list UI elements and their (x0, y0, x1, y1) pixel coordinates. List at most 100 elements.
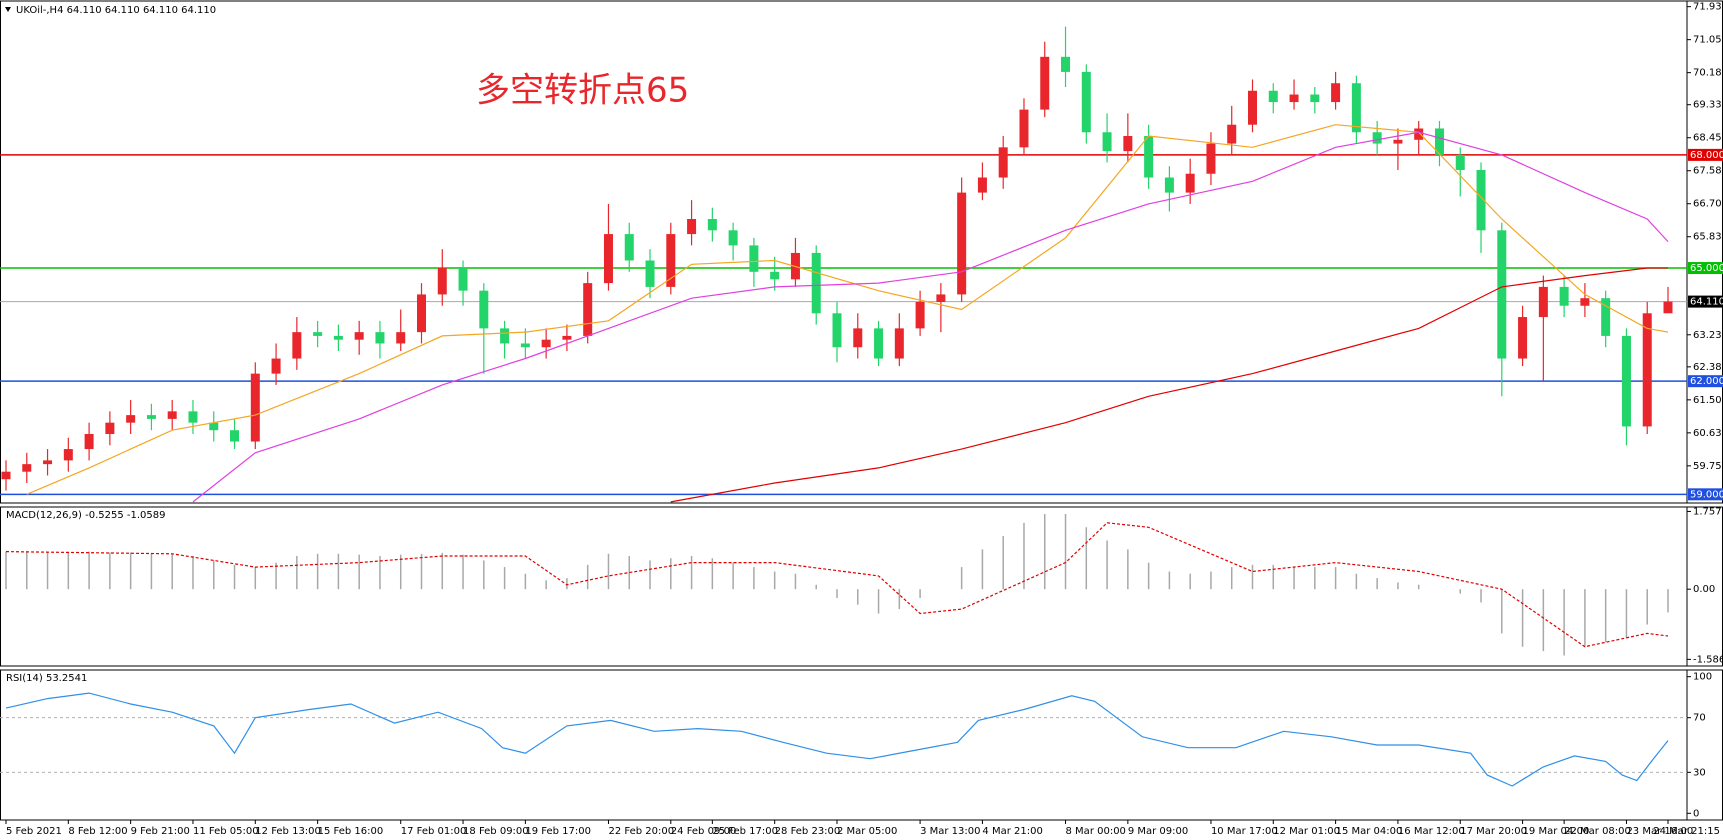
x-tick-label: 16 Mar 12:00 (1398, 826, 1465, 837)
x-tick-label: 15 Feb 16:00 (318, 826, 384, 837)
level-label: 68.000 (1690, 150, 1723, 161)
candle-body (1061, 56, 1071, 72)
y-tick-label: 63.230 (1693, 330, 1723, 341)
candle-body (43, 460, 53, 465)
candle-body (1081, 71, 1091, 133)
candle-body (1497, 230, 1507, 359)
candle-body (1123, 136, 1133, 152)
rsi-line (5, 692, 1669, 787)
panel-title: UKOil-,H4 64.110 64.110 64.110 64.110 (16, 5, 216, 16)
candle-body (1206, 143, 1216, 174)
x-tick-label: 3 Mar 13:00 (920, 826, 980, 837)
candle-body (728, 230, 738, 246)
x-tick-label: 17 Mar 20:00 (1460, 826, 1527, 837)
price-label-box (1688, 295, 1723, 308)
candle-body (333, 335, 343, 340)
candle-body (1518, 317, 1528, 359)
y-tick-label: 1.7579 (1693, 506, 1723, 517)
candle-body (583, 283, 593, 336)
candle-body (458, 268, 468, 291)
collapse-arrow (5, 7, 11, 12)
candle-body (832, 313, 842, 348)
candle-body (624, 234, 634, 261)
x-tick-label: 24 Feb 09:00 (671, 826, 737, 837)
y-tick-label: 60.630 (1693, 428, 1723, 439)
candle-body (479, 290, 489, 329)
y-tick-label: 66.705 (1693, 199, 1723, 210)
candle-body (915, 301, 925, 329)
signal-line (5, 522, 1669, 648)
candle-body (209, 422, 219, 431)
x-tick-label: 8 Mar 00:00 (1066, 826, 1126, 837)
y-tick-label: 70 (1693, 713, 1706, 724)
x-tick-label: 23 Mar 16:00 (1626, 826, 1693, 837)
candle-body (1455, 154, 1465, 170)
level-label-box (1688, 262, 1723, 275)
candle-body (1601, 298, 1611, 336)
candle-body (105, 422, 115, 434)
x-tick-label: 9 Feb 21:00 (131, 826, 190, 837)
x-tick-label: 4 Mar 21:00 (982, 826, 1042, 837)
candle-body (1414, 128, 1424, 140)
candle-body (1559, 286, 1569, 306)
y-tick-label: 30 (1693, 767, 1706, 778)
candle-body (1372, 132, 1382, 144)
candle-body (1227, 124, 1237, 144)
candle-body (1185, 173, 1195, 193)
candle-body (1268, 90, 1278, 103)
level-label: 59.000 (1690, 489, 1723, 500)
candle-body (1040, 56, 1050, 110)
candle-body (354, 332, 364, 340)
y-tick-label: 59.755 (1693, 461, 1723, 472)
candle-body (666, 234, 676, 287)
candle-body (1538, 286, 1548, 318)
x-tick-label: 12 Feb 13:00 (255, 826, 321, 837)
x-tick-label: 18 Feb 09:00 (463, 826, 529, 837)
candle-body (313, 332, 323, 336)
annotation: 多空转折点65 (476, 71, 689, 111)
candle-body (63, 449, 73, 461)
candle-body (188, 411, 198, 423)
level-label: 62.000 (1690, 376, 1723, 387)
candle-body (1019, 109, 1029, 148)
price-label: 64.110 (1690, 297, 1723, 308)
candle-body (1144, 136, 1154, 178)
candle-body (1310, 94, 1320, 103)
x-tick-label: 17 Feb 01:00 (401, 826, 467, 837)
x-tick-label: 5 Feb 2021 (6, 826, 62, 837)
candle-body (562, 335, 572, 340)
y-tick-label: 69.330 (1693, 100, 1723, 111)
x-tick-label: 25 Feb 17:00 (712, 826, 778, 837)
y-tick-label: 71.055 (1693, 35, 1723, 46)
x-tick-label: 10 Mar 17:00 (1211, 826, 1278, 837)
candle-body (22, 464, 32, 472)
y-tick-label: -1.5867 (1693, 654, 1723, 665)
candle-body (1434, 128, 1444, 155)
y-tick-label: 0.00 (1693, 584, 1715, 595)
y-tick-label: 100 (1693, 672, 1712, 683)
level-label: 65.000 (1690, 263, 1723, 274)
candle-body (1102, 132, 1112, 152)
candle-body (167, 411, 177, 419)
x-tick-label: 15 Mar 04:00 (1336, 826, 1403, 837)
candle-body (1580, 298, 1590, 306)
x-tick-label: 22 Mar 08:00 (1564, 826, 1631, 837)
candle-body (603, 234, 613, 284)
candle-body (437, 268, 447, 295)
y-tick-label: 71.930 (1693, 2, 1723, 13)
candle-body (126, 415, 136, 423)
panel-title: RSI(14) 53.2541 (6, 673, 87, 684)
x-tick-label: 8 Feb 12:00 (68, 826, 127, 837)
candle-body (1621, 335, 1631, 427)
candle-body (500, 328, 510, 344)
candle-body (417, 294, 426, 333)
candle-body (874, 328, 884, 359)
x-tick-label: 19 Mar 04:00 (1523, 826, 1590, 837)
candle-body (520, 343, 530, 348)
candle-body (375, 332, 385, 344)
candle-body (770, 271, 780, 280)
candle-body (811, 252, 821, 314)
candle-body (230, 430, 240, 442)
candle-body (894, 328, 904, 359)
candle-body (1, 471, 11, 480)
